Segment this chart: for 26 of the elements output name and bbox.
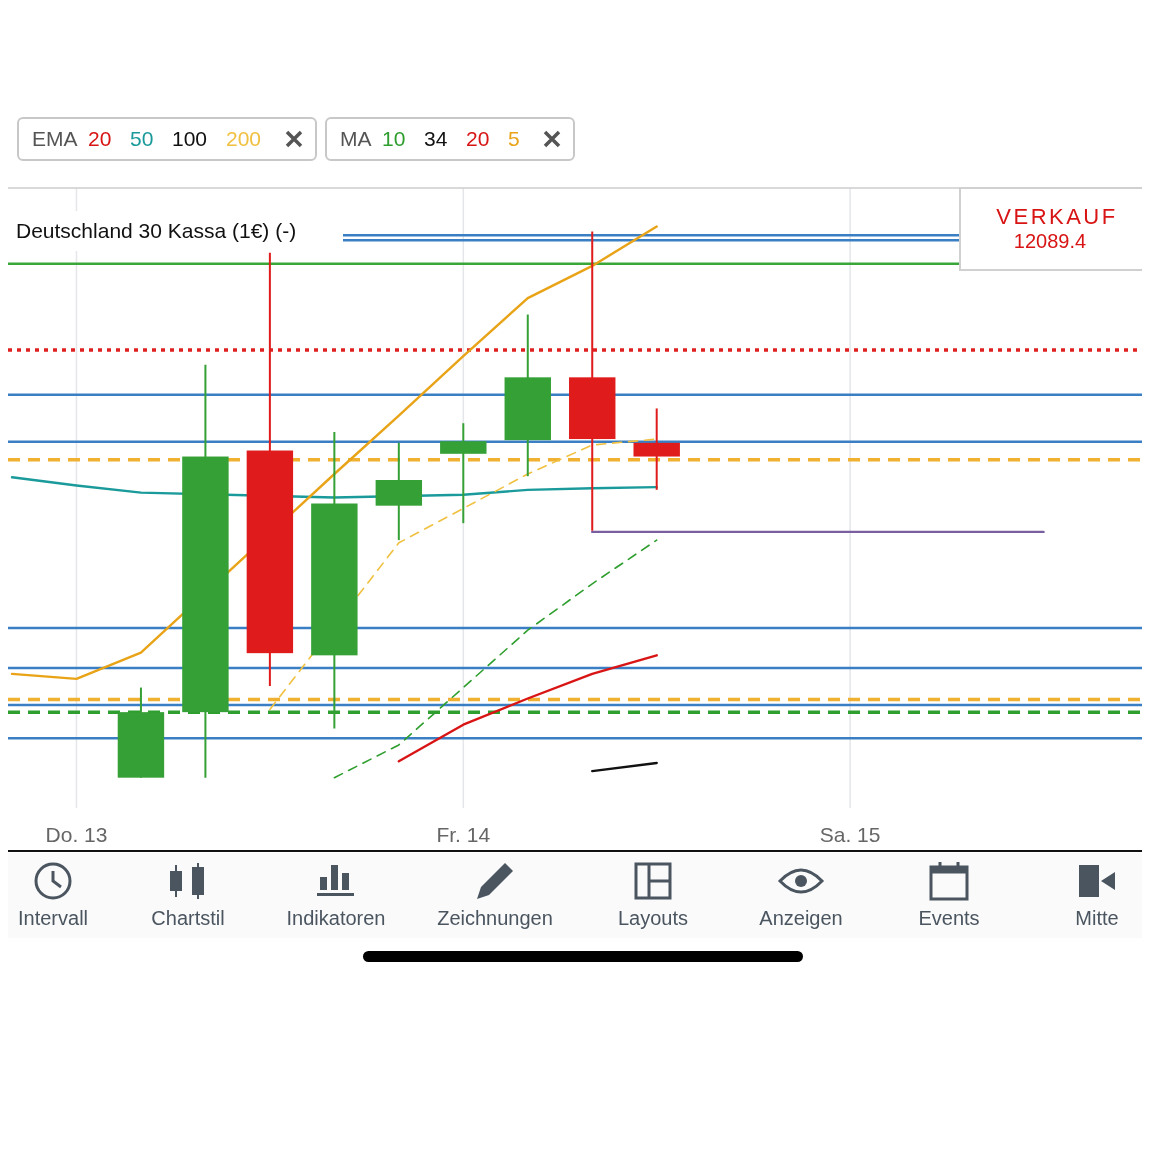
x-tick-label: Fr. 14	[436, 823, 491, 846]
text: 200	[226, 127, 262, 150]
chart-title: Deutschland 30 Kassa (1€) (-)	[16, 219, 297, 242]
legend-label: 34	[424, 127, 448, 150]
text: 10	[382, 127, 406, 150]
text: 20	[466, 127, 490, 150]
legend-label: 20	[88, 127, 112, 150]
text: VERKAUF	[996, 204, 1118, 229]
text: Chartstil	[151, 907, 225, 929]
x-tick-label: Do. 13	[45, 823, 108, 846]
x-tick-label: Sa. 15	[819, 823, 881, 846]
text: Anzeigen	[759, 907, 843, 929]
text: Mitte	[1075, 907, 1119, 929]
candlestick	[440, 422, 487, 525]
text: EMA	[32, 127, 78, 150]
text: MA	[340, 127, 372, 150]
text: Intervall	[17, 907, 89, 929]
text: 100	[172, 127, 208, 150]
text: 50	[130, 127, 154, 150]
candlestick	[633, 407, 680, 491]
text: Events	[918, 907, 980, 929]
text: Zeichnungen	[437, 907, 553, 929]
text: Layouts	[617, 907, 689, 929]
text: 5	[508, 127, 520, 150]
annotation: 12089.4	[1013, 230, 1087, 252]
text: Indikatoren	[286, 907, 386, 929]
